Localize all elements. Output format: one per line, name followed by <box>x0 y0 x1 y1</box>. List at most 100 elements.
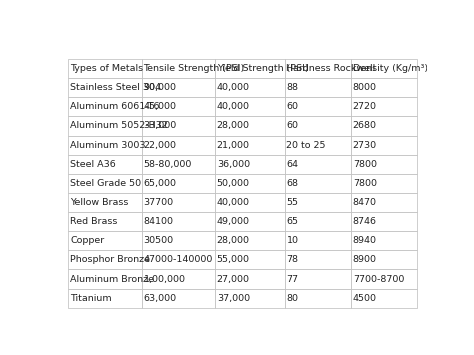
Text: 63,000: 63,000 <box>144 294 177 303</box>
Text: 64: 64 <box>286 160 299 169</box>
Bar <box>351 155 418 174</box>
Text: 60: 60 <box>286 102 299 111</box>
Bar <box>142 231 215 250</box>
Bar <box>215 231 285 250</box>
Text: 58-80,000: 58-80,000 <box>144 160 192 169</box>
Text: 37700: 37700 <box>144 198 173 207</box>
Text: Aluminum 6061-T6: Aluminum 6061-T6 <box>70 102 160 111</box>
Bar <box>351 174 418 193</box>
Text: 68: 68 <box>286 179 299 188</box>
Bar <box>215 174 285 193</box>
Text: 28,000: 28,000 <box>217 121 250 131</box>
Bar <box>285 174 351 193</box>
Text: 22,000: 22,000 <box>144 141 176 149</box>
Bar <box>285 289 351 308</box>
Bar <box>285 59 351 78</box>
Bar <box>285 250 351 269</box>
Text: Titanium: Titanium <box>70 294 112 303</box>
Text: 2680: 2680 <box>353 121 377 131</box>
Text: Copper: Copper <box>70 236 104 245</box>
Bar <box>68 289 142 308</box>
Text: Phosphor Bronze: Phosphor Bronze <box>70 255 150 264</box>
Text: 78: 78 <box>286 255 299 264</box>
Bar <box>215 250 285 269</box>
Bar <box>285 78 351 97</box>
Bar <box>215 269 285 289</box>
Text: Tensile Strength (PSI): Tensile Strength (PSI) <box>144 64 245 73</box>
Bar <box>215 212 285 231</box>
Bar <box>68 155 142 174</box>
Bar <box>215 136 285 155</box>
Text: 2730: 2730 <box>353 141 377 149</box>
Bar <box>68 174 142 193</box>
Bar <box>142 116 215 136</box>
Text: 65: 65 <box>286 217 299 226</box>
Text: 37,000: 37,000 <box>217 294 250 303</box>
Bar <box>142 97 215 116</box>
Text: 45,000: 45,000 <box>144 102 176 111</box>
Bar <box>68 136 142 155</box>
Text: 8470: 8470 <box>353 198 377 207</box>
Bar <box>142 250 215 269</box>
Bar <box>351 212 418 231</box>
Text: 50,000: 50,000 <box>217 179 250 188</box>
Text: 1,00,000: 1,00,000 <box>144 274 185 284</box>
Bar <box>142 174 215 193</box>
Bar <box>351 97 418 116</box>
Text: Aluminum Bronze: Aluminum Bronze <box>70 274 154 284</box>
Bar <box>215 289 285 308</box>
Bar <box>351 59 418 78</box>
Text: 27,000: 27,000 <box>217 274 250 284</box>
Bar <box>215 155 285 174</box>
Text: Aluminum 5052-H32: Aluminum 5052-H32 <box>70 121 168 131</box>
Text: Stainless Steel 304: Stainless Steel 304 <box>70 83 161 92</box>
Text: Hardness Rockwell: Hardness Rockwell <box>286 64 376 73</box>
Bar <box>351 78 418 97</box>
Bar <box>142 78 215 97</box>
Text: 36,000: 36,000 <box>217 160 250 169</box>
Bar <box>351 269 418 289</box>
Text: 10: 10 <box>286 236 299 245</box>
Text: 80: 80 <box>286 294 299 303</box>
Bar <box>68 250 142 269</box>
Text: Steel Grade 50: Steel Grade 50 <box>70 179 141 188</box>
Text: Yellow Brass: Yellow Brass <box>70 198 128 207</box>
Bar <box>351 136 418 155</box>
Bar <box>215 193 285 212</box>
Bar <box>285 155 351 174</box>
Bar <box>285 193 351 212</box>
Text: 47000-140000: 47000-140000 <box>144 255 213 264</box>
Text: Yield Strength (PSI): Yield Strength (PSI) <box>217 64 309 73</box>
Bar <box>142 59 215 78</box>
Bar <box>68 116 142 136</box>
Bar <box>285 212 351 231</box>
Bar <box>142 289 215 308</box>
Bar <box>215 59 285 78</box>
Bar <box>215 97 285 116</box>
Text: 4500: 4500 <box>353 294 377 303</box>
Bar <box>142 193 215 212</box>
Bar <box>142 155 215 174</box>
Bar <box>285 231 351 250</box>
Bar <box>351 116 418 136</box>
Text: 77: 77 <box>286 274 299 284</box>
Text: 7800: 7800 <box>353 179 377 188</box>
Text: 88: 88 <box>286 83 299 92</box>
Bar <box>68 269 142 289</box>
Bar <box>351 250 418 269</box>
Text: 33,000: 33,000 <box>144 121 177 131</box>
Bar <box>68 193 142 212</box>
Text: Density (Kg/m³): Density (Kg/m³) <box>353 64 428 73</box>
Text: 20 to 25: 20 to 25 <box>286 141 326 149</box>
Bar <box>68 97 142 116</box>
Text: 55: 55 <box>286 198 299 207</box>
Text: 84100: 84100 <box>144 217 173 226</box>
Bar <box>215 116 285 136</box>
Bar <box>215 78 285 97</box>
Text: 21,000: 21,000 <box>217 141 250 149</box>
Text: 90,000: 90,000 <box>144 83 176 92</box>
Bar <box>142 136 215 155</box>
Text: Red Brass: Red Brass <box>70 217 118 226</box>
Text: 60: 60 <box>286 121 299 131</box>
Text: 65,000: 65,000 <box>144 179 176 188</box>
